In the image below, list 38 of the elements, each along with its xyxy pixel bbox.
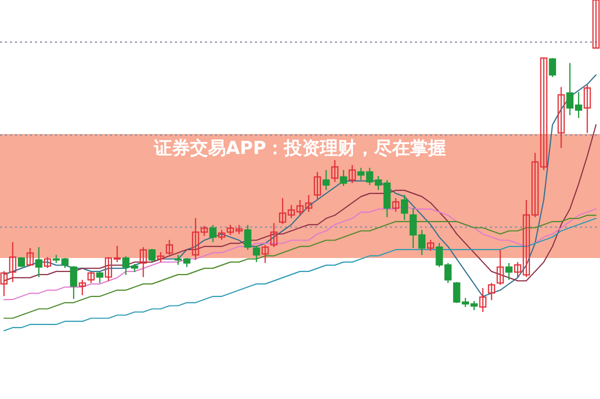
candlestick — [548, 57, 556, 78]
candlestick — [9, 242, 16, 283]
candlestick — [166, 239, 174, 256]
candlestick — [140, 246, 147, 278]
candlestick — [514, 261, 522, 278]
candlestick — [157, 251, 164, 263]
candlestick — [331, 159, 338, 182]
candlestick — [314, 171, 322, 201]
candlestick — [584, 84, 591, 134]
candlestick — [18, 256, 26, 268]
candlestick — [340, 169, 348, 187]
candlestick — [558, 86, 565, 148]
candlestick — [262, 244, 269, 264]
candlestick — [322, 169, 330, 191]
candlestick — [0, 270, 8, 297]
candlestick — [96, 271, 104, 284]
candlestick — [270, 222, 278, 248]
candlestick — [78, 279, 86, 296]
candlestick — [244, 224, 252, 251]
candlestick — [26, 247, 34, 267]
text: 证券交易APP：投资理财，尽在掌握 — [152, 138, 446, 159]
candlestick — [392, 198, 400, 212]
candlestick — [87, 271, 95, 284]
candlestick — [70, 266, 78, 300]
candlestick — [252, 245, 260, 263]
candlestick — [496, 249, 504, 286]
candlestick — [348, 164, 356, 184]
candlestick — [400, 194, 408, 221]
candlestick — [426, 239, 434, 252]
candlestick — [505, 262, 513, 280]
candlestick — [35, 246, 42, 278]
candlestick — [479, 287, 486, 313]
candlestick — [488, 282, 496, 301]
candlestick — [148, 248, 156, 263]
candlestick — [592, 0, 600, 49]
candlestick — [218, 229, 226, 241]
candlestick — [44, 256, 52, 269]
candlestick — [209, 224, 217, 243]
